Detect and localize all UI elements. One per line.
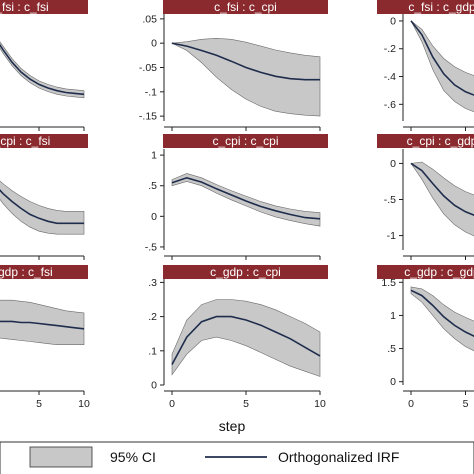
y-tick-label: 0 (151, 38, 157, 50)
y-tick-label: .3 (148, 277, 157, 289)
x-tick-label: 5 (243, 398, 249, 410)
ci-band (0, 180, 85, 235)
panel-title: c_cpi : c_gdp (407, 134, 474, 148)
y-tick-label: -.15 (139, 111, 157, 123)
x-tick-label: 5 (463, 398, 469, 410)
y-tick-label: 1.5 (381, 277, 396, 289)
y-tick-label: -.5 (384, 194, 396, 206)
panel-plot-area (171, 299, 321, 377)
panel-plot-area (171, 173, 321, 227)
panel-plot-area (410, 161, 474, 237)
y-tick-label: 1 (390, 310, 396, 322)
irf-line (0, 189, 84, 225)
y-tick-label: 0 (151, 380, 157, 392)
panel-title: c_gdp : c_gdp (404, 265, 474, 279)
panel-plot-area (410, 20, 474, 113)
panel-title: c_fsi : c_fsi (0, 0, 49, 14)
y-tick-label: .5 (148, 180, 157, 192)
irf-line (410, 162, 474, 217)
x-tick-label: 0 (169, 398, 175, 410)
panel-strip (0, 134, 88, 148)
panel-r1c0: c_cpi : c_fsi (0, 134, 88, 260)
irf-line (171, 176, 321, 220)
x-tick-label: 10 (78, 398, 90, 410)
panel-strip (377, 134, 474, 148)
x-tick-label: 0 (408, 398, 414, 410)
y-tick-label: .5 (387, 343, 396, 355)
y-tick-label: 0 (151, 211, 157, 223)
ci-band (0, 41, 85, 99)
y-tick-label: 0 (390, 376, 396, 388)
panel-strip (163, 0, 328, 14)
panel-title: c_fsi : c_gdp (408, 0, 474, 14)
y-tick-label: 0 (390, 158, 396, 170)
panel-strip (377, 0, 474, 14)
panel-strip (0, 265, 88, 279)
panel-title: c_gdp : c_cpi (210, 265, 281, 279)
panel-r1c1: c_cpi : c_cpi 1 .5 0 -.5 (145, 134, 328, 260)
panel-plot-area (410, 286, 474, 352)
irf-line (0, 43, 85, 96)
y-tick-label: -1 (387, 230, 396, 242)
panel-title: c_fsi : c_cpi (214, 0, 277, 14)
ci-band (170, 37, 321, 117)
panel-r0c2: c_fsi : c_gdp 0 -.2 -.4 -.6 (377, 0, 474, 131)
panel-r0c1: c_fsi : c_cpi .05 0 -.05 -.1 -.15 (139, 0, 328, 131)
legend-ci-label: 95% CI (110, 449, 156, 465)
x-axis-label: step (219, 418, 246, 434)
y-tick-label: 0 (390, 15, 396, 27)
panels-layer: c_fsi : c_fsi c_fsi : c_cpi .05 0 -.05 -.1 -.1… (0, 0, 474, 410)
y-tick-label: -.1 (145, 86, 157, 98)
panel-strip (0, 0, 88, 14)
panel-strip (377, 265, 474, 279)
irf-line (0, 320, 85, 330)
panel-strip (163, 134, 328, 148)
legend-irf-label: Orthogonalized IRF (278, 449, 399, 465)
irf-line (410, 289, 474, 338)
irf-line (171, 315, 321, 365)
panel-plot-area (0, 299, 85, 345)
y-tick-label: -.4 (384, 71, 396, 83)
ci-band (410, 161, 474, 237)
ci-band (410, 286, 474, 352)
panel-r0c0: c_fsi : c_fsi (0, 0, 88, 131)
panel-r2c0: c_gdp : c_fsi0510 (0, 265, 90, 410)
ci-band (0, 299, 85, 345)
y-tick-label: -.6 (384, 99, 396, 111)
y-tick-label: -.2 (384, 43, 396, 55)
panel-r1c2: c_cpi : c_gdp 0 -.5 -1 (377, 134, 474, 260)
irf-line (410, 20, 474, 96)
y-tick-label: -.5 (145, 241, 157, 253)
panel-plot-area (170, 37, 321, 117)
panel-strip (163, 265, 328, 279)
y-tick-label: -.05 (139, 62, 157, 74)
irf-line (171, 42, 320, 81)
panel-plot-area (0, 41, 85, 99)
legend-ci-swatch (29, 446, 93, 468)
panel-plot-area (0, 180, 85, 235)
panel-title: c_gdp : c_fsi (0, 265, 53, 279)
legend: 95% CI Orthogonalized IRF (0, 441, 474, 474)
y-tick-label: .05 (142, 13, 157, 25)
panel-title: c_cpi : c_fsi (0, 134, 50, 148)
panel-r2c1: c_gdp : c_cpi .3 .2 .1 00 5 10 (148, 265, 328, 410)
y-tick-label: 1 (151, 150, 157, 162)
x-tick-label: 5 (36, 398, 42, 410)
y-tick-label: .2 (148, 311, 157, 323)
x-tick-label: 10 (314, 398, 326, 410)
y-tick-label: .1 (148, 345, 157, 357)
panel-title: c_cpi : c_cpi (212, 134, 278, 148)
